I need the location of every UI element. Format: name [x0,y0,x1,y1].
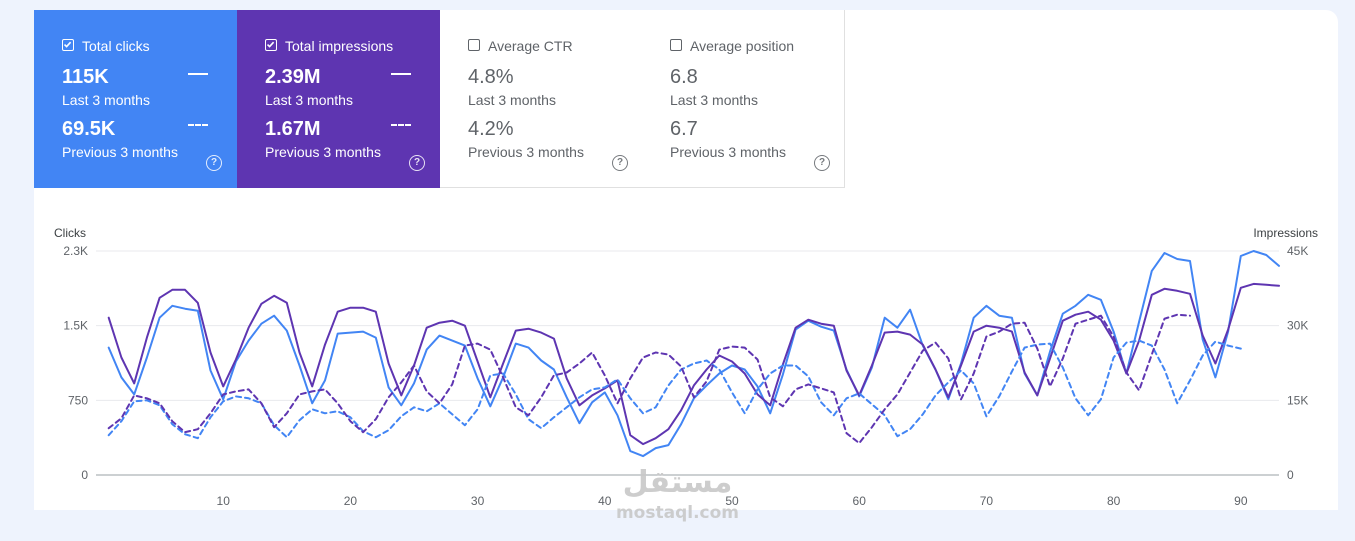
average-ctr-previous-value: 4.2% [468,118,514,140]
average-position-tile[interactable]: Average position 6.8 Last 3 months 6.7 P… [642,10,845,188]
performance-chart[interactable]: 0 0 750 15K 1.5K 30K 2.3K 45K Clicks Impressions 1… [34,210,1338,510]
series-line-total-impressions [107,282,1280,446]
average-ctr-current-period: Last 3 months [468,92,556,108]
watermark: مستقل mostaql.com [605,463,750,523]
solid-line-legend-icon [188,73,208,75]
average-ctr-previous-period: Previous 3 months [468,144,584,160]
average-ctr-current-value: 4.8% [468,66,514,88]
series-line-total-clicks [107,250,1280,458]
help-icon[interactable]: ? [814,155,830,171]
right-axis-tick-label: 0 [1287,468,1294,482]
series-line-total-clicks-previous-3-months [107,339,1242,440]
checkmark-icon [266,41,275,48]
right-axis-title: Impressions [1253,226,1318,240]
average-ctr-tile[interactable]: Average CTR 4.8% Last 3 months 4.2% Prev… [440,10,643,188]
axis-labels: 0 0 750 15K 1.5K 30K 2.3K 45K Clicks Impressions 1… [54,226,1318,508]
x-axis-tick-label: 40 [598,494,612,508]
total-impressions-current-period: Last 3 months [265,92,353,108]
average-ctr-label: Average CTR [488,38,573,54]
left-axis-title: Clicks [54,226,86,240]
performance-chart-svg: 0 0 750 15K 1.5K 30K 2.3K 45K Clicks Impressions 1… [54,226,1318,508]
dashed-line-legend-icon [188,124,208,126]
series-lines [107,250,1280,458]
total-impressions-current-value: 2.39M [265,66,321,88]
right-axis-tick-label: 45K [1287,244,1308,258]
average-position-label: Average position [690,38,795,54]
total-impressions-label: Total impressions [285,38,394,54]
average-position-checkbox[interactable] [670,39,682,51]
total-impressions-previous-period: Previous 3 months [265,144,381,160]
x-axis-tick-label: 20 [344,494,358,508]
x-axis-tick-label: 30 [471,494,485,508]
right-axis-tick-label: 15K [1287,393,1308,407]
performance-card: Total clicks 115K Last 3 months 69.5K Pr… [34,10,1338,510]
right-axis-tick-label: 30K [1287,319,1308,333]
total-impressions-tile[interactable]: Total impressions 2.39M Last 3 months 1.… [237,10,440,188]
series-line-total-impressions-previous-3-months [107,313,1191,445]
watermark-latin: mostaql.com [615,503,740,523]
total-clicks-current-value: 115K [62,66,109,88]
x-axis-tick-label: 90 [1234,494,1248,508]
average-position-current-period: Last 3 months [670,92,758,108]
average-position-previous-value: 6.7 [670,118,698,140]
total-impressions-checkbox[interactable] [265,39,277,51]
total-clicks-current-period: Last 3 months [62,92,150,108]
total-impressions-previous-value: 1.67M [265,118,321,140]
x-axis-tick-label: 10 [217,494,231,508]
left-axis-tick-label: 2.3K [63,244,88,258]
solid-line-legend-icon [391,73,411,75]
average-position-previous-period: Previous 3 months [670,144,786,160]
x-axis-tick-label: 70 [980,494,994,508]
total-clicks-previous-value: 69.5K [62,118,116,140]
x-axis-tick-label: 80 [1107,494,1121,508]
checkmark-icon [63,41,72,48]
watermark-arabic: مستقل [622,465,733,500]
total-clicks-tile[interactable]: Total clicks 115K Last 3 months 69.5K Pr… [34,10,237,188]
left-axis-tick-label: 750 [68,393,88,407]
total-clicks-label: Total clicks [82,38,150,54]
help-icon[interactable]: ? [206,155,222,171]
x-axis-tick-label: 50 [725,494,739,508]
left-axis-tick-label: 0 [81,468,88,482]
help-icon[interactable]: ? [409,155,425,171]
help-icon[interactable]: ? [612,155,628,171]
x-axis-tick-label: 60 [853,494,867,508]
total-clicks-previous-period: Previous 3 months [62,144,178,160]
total-clicks-checkbox[interactable] [62,39,74,51]
average-position-current-value: 6.8 [670,66,698,88]
grid-lines [96,250,1279,476]
average-ctr-checkbox[interactable] [468,39,480,51]
dashed-line-legend-icon [391,124,411,126]
left-axis-tick-label: 1.5K [63,319,88,333]
